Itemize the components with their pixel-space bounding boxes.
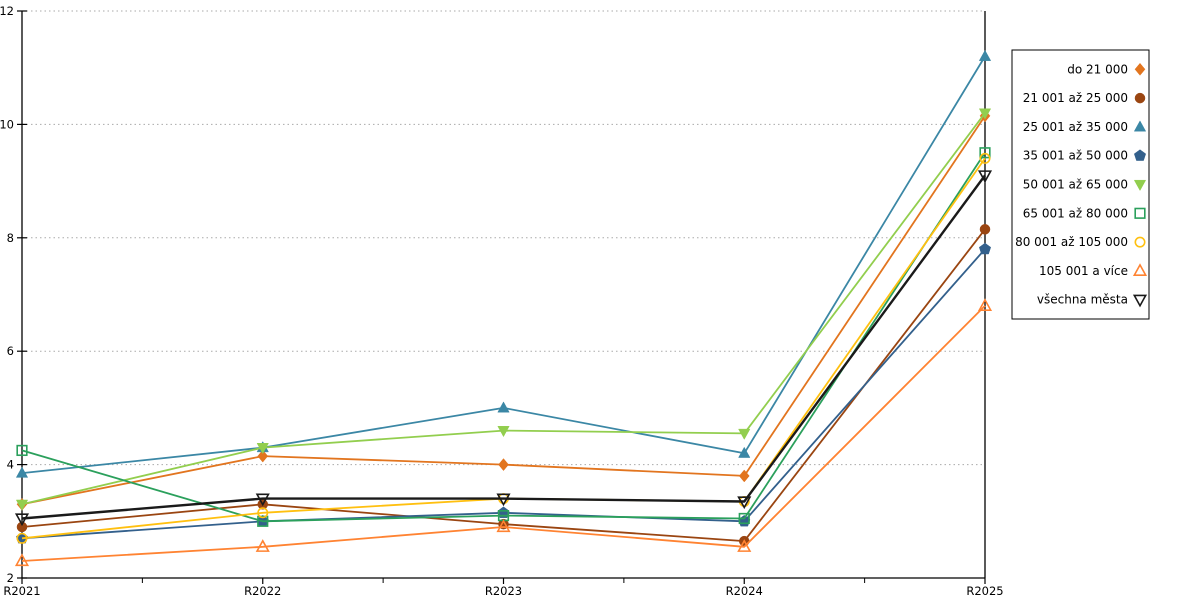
legend-item: 25 001 až 35 000 bbox=[1023, 120, 1147, 134]
series-marker-5 bbox=[256, 443, 269, 455]
legend-box bbox=[1011, 49, 1150, 320]
series-marker-5 bbox=[15, 499, 29, 511]
series-marker-5 bbox=[978, 108, 992, 120]
series-line-5 bbox=[21, 112, 986, 506]
series-marker-9 bbox=[737, 496, 752, 510]
series-marker-6 bbox=[257, 515, 269, 527]
legend-item: 50 001 až 65 000 bbox=[1023, 178, 1147, 192]
legend-label: 35 001 až 50 000 bbox=[1023, 149, 1128, 163]
series-marker-2 bbox=[979, 224, 991, 235]
legend-item: do 21 000 bbox=[1067, 62, 1146, 76]
series-marker-6 bbox=[738, 512, 750, 525]
series-line-9 bbox=[21, 174, 986, 520]
series-marker-9 bbox=[255, 493, 270, 507]
series-marker-1 bbox=[738, 469, 750, 483]
series-marker-8 bbox=[14, 553, 30, 567]
series-marker-1 bbox=[257, 449, 269, 463]
legend-marker-icon bbox=[1133, 149, 1147, 161]
series-marker-6 bbox=[16, 444, 28, 457]
series-line-8 bbox=[21, 305, 986, 562]
series-marker-2 bbox=[16, 521, 28, 533]
legend-item: 35 001 až 50 000 bbox=[1023, 149, 1147, 163]
legend-marker-icon bbox=[1134, 207, 1146, 219]
series-line-6 bbox=[21, 152, 986, 523]
series-line-7 bbox=[21, 157, 986, 540]
legend-marker-icon bbox=[1134, 62, 1146, 76]
series-marker-8 bbox=[737, 539, 752, 552]
series-line-1 bbox=[21, 115, 986, 506]
series-marker-8 bbox=[255, 539, 270, 552]
series-marker-4 bbox=[978, 242, 992, 255]
series-marker-9 bbox=[14, 513, 30, 527]
series-marker-1 bbox=[498, 458, 509, 471]
x-tick-label: R2021 bbox=[3, 584, 40, 598]
legend-item: 65 001 až 80 000 bbox=[1023, 206, 1146, 220]
legend-item: 21 001 až 25 000 bbox=[1023, 91, 1146, 105]
legend-label: 21 001 až 25 000 bbox=[1023, 91, 1128, 105]
legend-marker-icon bbox=[1132, 294, 1148, 308]
legend-marker-icon bbox=[1133, 179, 1147, 192]
legend-item: 105 001 a více bbox=[1039, 263, 1148, 278]
y-tick-label: 12 bbox=[0, 4, 14, 18]
legend-label: 105 001 a více bbox=[1039, 264, 1128, 278]
y-tick-label: 10 bbox=[0, 117, 14, 131]
series-marker-7 bbox=[979, 152, 991, 164]
legend-label: všechna města bbox=[1037, 293, 1128, 307]
y-tick-label: 2 bbox=[7, 571, 14, 585]
series-marker-7 bbox=[16, 532, 28, 544]
legend-label: 50 001 až 65 000 bbox=[1023, 178, 1128, 192]
series-marker-8 bbox=[977, 298, 993, 311]
x-tick-label: R2023 bbox=[485, 584, 522, 598]
series-marker-3 bbox=[497, 401, 510, 413]
x-tick-label: R2025 bbox=[966, 584, 1003, 598]
series-marker-7 bbox=[257, 507, 269, 519]
series-marker-3 bbox=[15, 466, 29, 478]
legend-item: 80 001 až 105 000 bbox=[1015, 235, 1146, 249]
x-tick-label: R2024 bbox=[726, 584, 763, 598]
series-marker-3 bbox=[978, 49, 992, 61]
series-marker-5 bbox=[497, 426, 510, 438]
y-tick-label: 8 bbox=[7, 231, 14, 245]
legend-item: všechna města bbox=[1037, 293, 1148, 308]
series-marker-6 bbox=[979, 147, 991, 159]
legend-label: 80 001 až 105 000 bbox=[1015, 235, 1128, 249]
y-tick-label: 4 bbox=[7, 458, 14, 472]
legend-label: do 21 000 bbox=[1067, 62, 1128, 76]
series-marker-5 bbox=[738, 428, 751, 440]
series-marker-9 bbox=[977, 170, 993, 184]
series-marker-9 bbox=[496, 493, 511, 507]
legend-label: 65 001 až 80 000 bbox=[1023, 206, 1128, 220]
legend-label: 25 001 až 35 000 bbox=[1023, 120, 1128, 134]
y-tick-label: 6 bbox=[7, 344, 14, 358]
x-tick-label: R2022 bbox=[244, 584, 281, 598]
series-marker-3 bbox=[738, 446, 751, 458]
legend-marker-icon bbox=[1134, 236, 1146, 248]
legend-marker-icon bbox=[1134, 92, 1146, 104]
legend-marker-icon bbox=[1133, 120, 1147, 132]
legend-marker-icon bbox=[1132, 263, 1148, 276]
series-marker-8 bbox=[496, 519, 511, 533]
